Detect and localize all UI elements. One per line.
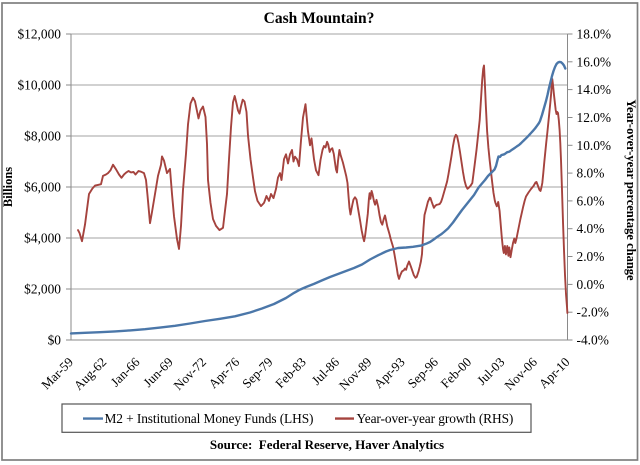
svg-text:12.0%: 12.0% xyxy=(577,110,612,125)
svg-text:2.0%: 2.0% xyxy=(577,249,605,264)
svg-text:Cash Mountain?: Cash Mountain? xyxy=(264,10,375,27)
svg-text:Billions: Billions xyxy=(1,167,15,207)
svg-text:14.0%: 14.0% xyxy=(577,82,612,97)
svg-text:6.0%: 6.0% xyxy=(577,193,605,208)
svg-text:0.0%: 0.0% xyxy=(577,277,605,292)
svg-text:$12,000: $12,000 xyxy=(17,27,61,42)
svg-text:$6,000: $6,000 xyxy=(24,180,61,195)
svg-text:18.0%: 18.0% xyxy=(577,27,612,42)
svg-text:$4,000: $4,000 xyxy=(24,231,61,246)
svg-text:10.0%: 10.0% xyxy=(577,138,612,153)
svg-text:Year-over-year growth (RHS): Year-over-year growth (RHS) xyxy=(357,411,514,426)
svg-text:16.0%: 16.0% xyxy=(577,54,612,69)
svg-text:4.0%: 4.0% xyxy=(577,221,605,236)
svg-text:$10,000: $10,000 xyxy=(17,78,61,93)
svg-text:Year-over-year percentage chan: Year-over-year percentage change xyxy=(624,99,638,281)
svg-text:-4.0%: -4.0% xyxy=(577,333,609,348)
svg-text:$0: $0 xyxy=(48,333,62,348)
svg-text:-2.0%: -2.0% xyxy=(577,305,609,320)
svg-text:M2 + Institutional Money Funds: M2 + Institutional Money Funds (LHS) xyxy=(105,411,314,426)
svg-text:Source: Federal Reserve, Have: Source: Federal Reserve, Haver Analytics xyxy=(210,437,444,452)
svg-text:8.0%: 8.0% xyxy=(577,166,605,181)
svg-text:$2,000: $2,000 xyxy=(24,282,61,297)
svg-text:$8,000: $8,000 xyxy=(24,129,61,144)
